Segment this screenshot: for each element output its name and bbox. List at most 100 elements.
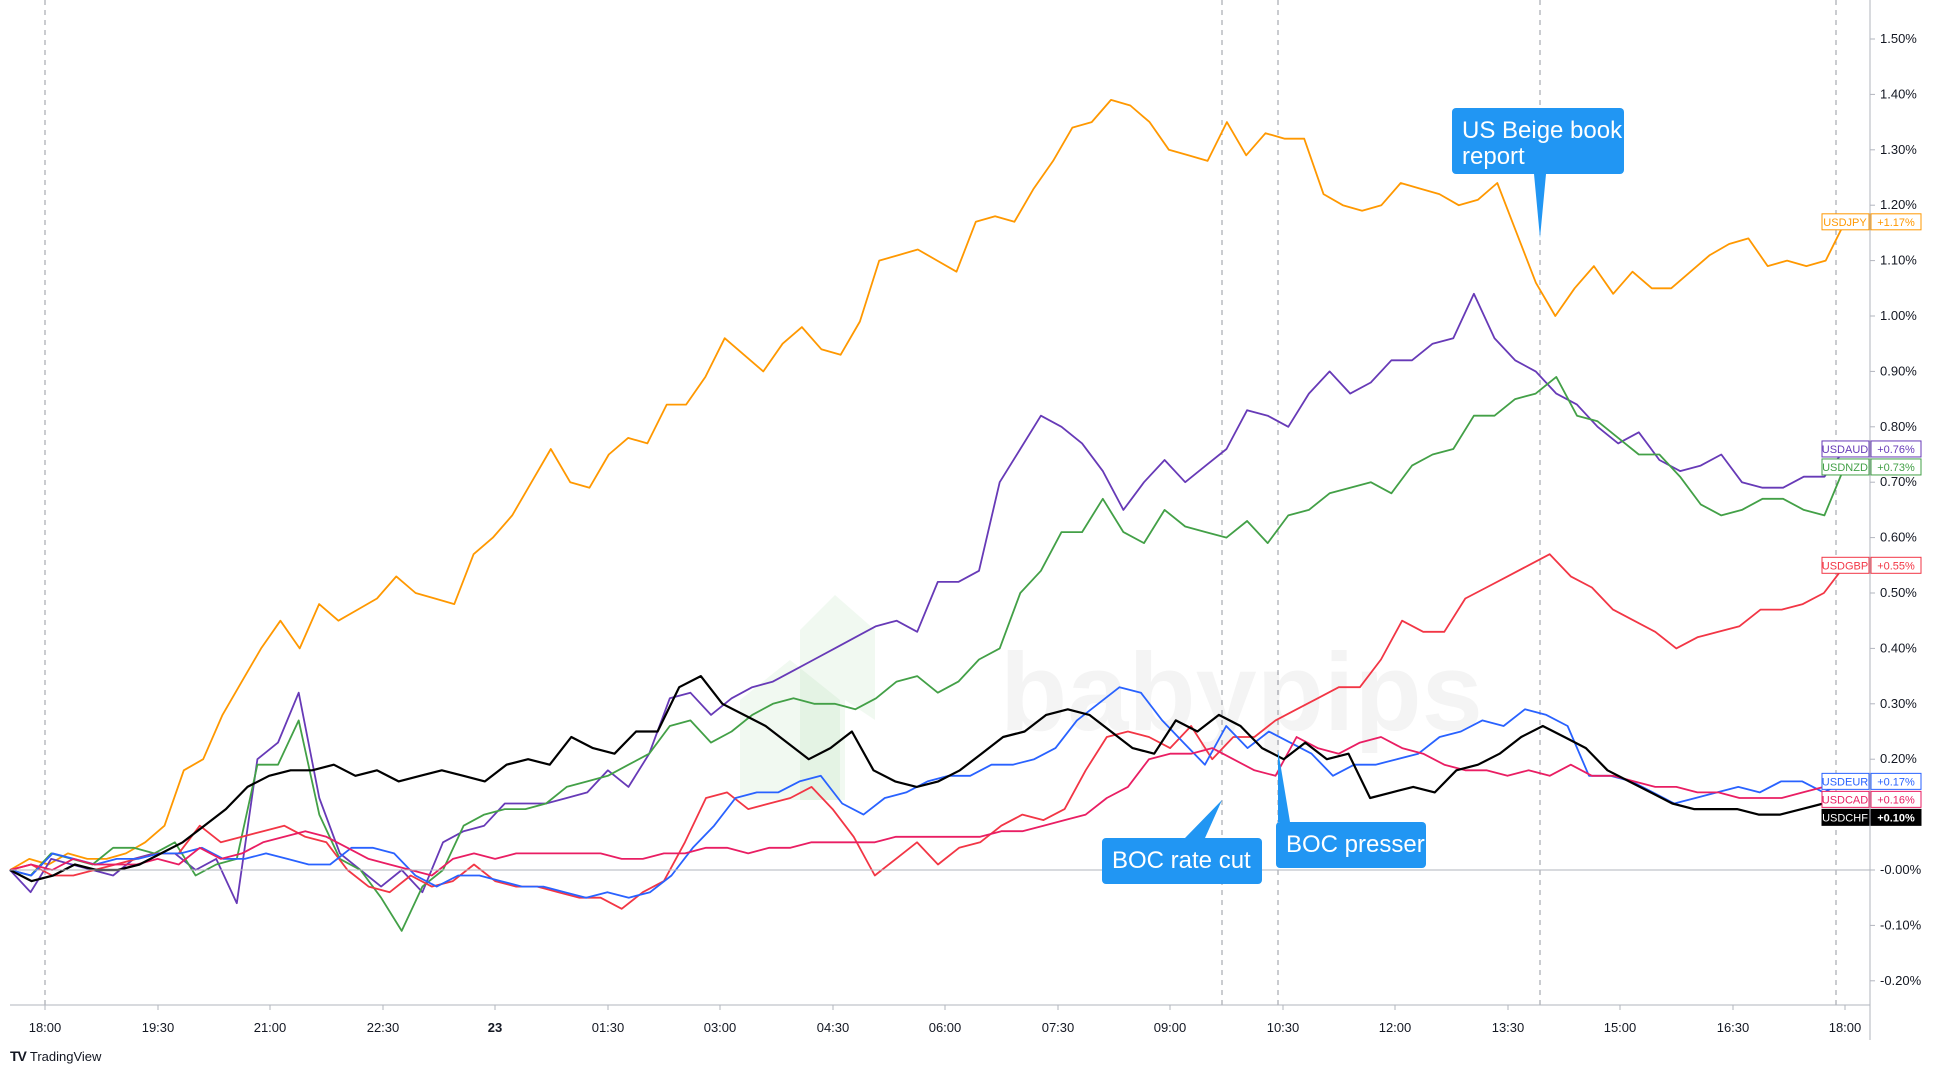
series-line-usdchf bbox=[9, 674, 1846, 883]
series-line-usdjpy bbox=[9, 99, 1846, 871]
x-tick-label: 18:00 bbox=[29, 1020, 62, 1035]
series-tag-name: USDAUD bbox=[1822, 444, 1869, 456]
y-tick-label: 1.00% bbox=[1880, 308, 1917, 323]
y-tick-label: -0.00% bbox=[1880, 862, 1922, 877]
y-tick-label: 0.20% bbox=[1880, 751, 1917, 766]
y-tick-label: 1.20% bbox=[1880, 197, 1917, 212]
tradingview-brand: TradingView bbox=[29, 1048, 102, 1064]
callout-box bbox=[1452, 108, 1624, 174]
x-tick-label: 12:00 bbox=[1379, 1020, 1412, 1035]
babypips-logo-icon bbox=[740, 660, 840, 800]
series-tag-usdgbp: USDGBP +0.55% bbox=[1821, 556, 1922, 574]
series-line-usdaud bbox=[9, 292, 1846, 905]
series-tag-usdnzd: USDNZD +0.73% bbox=[1821, 458, 1922, 476]
series-tag-name-box bbox=[1821, 772, 1870, 790]
series-tag-value: +0.16% bbox=[1877, 794, 1915, 806]
series-line-usdeur bbox=[9, 686, 1846, 899]
x-tick-label: 01:30 bbox=[592, 1020, 625, 1035]
x-tick-label: 18:00 bbox=[1829, 1020, 1862, 1035]
series-tag-name-box bbox=[1821, 556, 1870, 574]
series-tag-name: USDNZD bbox=[1822, 462, 1868, 474]
x-tick-label: 07:30 bbox=[1042, 1020, 1075, 1035]
series-tag-name-box bbox=[1821, 808, 1870, 826]
x-tick-label: 10:30 bbox=[1267, 1020, 1300, 1035]
series-tag-name-box bbox=[1821, 458, 1870, 476]
series-tag-usdjpy: USDJPY +1.17% bbox=[1821, 213, 1922, 231]
series-tag-value-box bbox=[1870, 556, 1922, 574]
series-tag-name: USDCAD bbox=[1822, 794, 1869, 806]
callout-2: BOC presser bbox=[1276, 750, 1426, 868]
tradingview-attribution[interactable]: TV TradingView bbox=[10, 1048, 101, 1064]
series-tag-value-box bbox=[1870, 458, 1922, 476]
x-tick-label: 15:00 bbox=[1604, 1020, 1637, 1035]
series-tag-value: +0.17% bbox=[1877, 776, 1915, 788]
series-line-usdnzd bbox=[9, 375, 1846, 932]
x-tick-label: 21:00 bbox=[254, 1020, 287, 1035]
y-tick-label: 0.60% bbox=[1880, 530, 1917, 545]
axes bbox=[10, 0, 1871, 1040]
callout-box bbox=[1276, 822, 1426, 868]
series-tag-value: +0.73% bbox=[1877, 462, 1915, 474]
y-tick-label: 0.50% bbox=[1880, 585, 1917, 600]
watermark-text: babypips bbox=[1000, 631, 1483, 754]
callout-text: US Beige book bbox=[1462, 117, 1623, 144]
x-tick-label: 16:30 bbox=[1717, 1020, 1750, 1035]
y-tick-label: 0.90% bbox=[1880, 363, 1917, 378]
y-tick-label: -0.20% bbox=[1880, 973, 1922, 988]
series-line-usdcad bbox=[9, 736, 1846, 877]
y-tick-label: 1.50% bbox=[1880, 31, 1917, 46]
series-tag-name: USDCHF bbox=[1822, 812, 1868, 824]
series-tag-value: +0.55% bbox=[1877, 560, 1915, 572]
y-tick-label: 1.40% bbox=[1880, 86, 1917, 101]
series-tag-name-box bbox=[1821, 790, 1870, 808]
series-tag-usdaud: USDAUD +0.76% bbox=[1821, 440, 1922, 458]
series-line-usdgbp bbox=[9, 553, 1846, 910]
x-tick-label: 19:30 bbox=[142, 1020, 175, 1035]
series-tag-name: USDJPY bbox=[1823, 217, 1867, 229]
x-axis-ticks: 18:00 19:30 21:00 22:30 23 01:30 03:00 04:30 06:… bbox=[29, 1005, 1862, 1035]
series-tag-name: USDGBP bbox=[1822, 560, 1868, 572]
series-tag-value-box bbox=[1870, 772, 1922, 790]
x-tick-label: 22:30 bbox=[367, 1020, 400, 1035]
callout-text: BOC presser bbox=[1286, 831, 1425, 858]
x-tick-label: 13:30 bbox=[1492, 1020, 1525, 1035]
y-tick-label: -0.10% bbox=[1880, 917, 1922, 932]
y-tick-label: 1.10% bbox=[1880, 253, 1917, 268]
series-tag-value: +0.10% bbox=[1877, 812, 1915, 824]
callout-pointer bbox=[1278, 750, 1290, 822]
series-tag-value-box bbox=[1870, 440, 1922, 458]
x-tick-label: 06:00 bbox=[929, 1020, 962, 1035]
callout-1: BOC rate cut bbox=[1102, 800, 1262, 884]
callout-box bbox=[1102, 838, 1262, 884]
series-tag-value: +0.76% bbox=[1877, 444, 1915, 456]
y-tick-label: 0.30% bbox=[1880, 696, 1917, 711]
x-tick-label: 04:30 bbox=[817, 1020, 850, 1035]
y-tick-label: 0.80% bbox=[1880, 419, 1917, 434]
callout-text: BOC rate cut bbox=[1112, 847, 1251, 874]
series-tag-value-box bbox=[1870, 213, 1922, 231]
callout-pointer bbox=[1185, 800, 1222, 838]
series-tag-value-box bbox=[1870, 790, 1922, 808]
series-tag-usdcad: USDCAD +0.16% bbox=[1821, 790, 1922, 808]
series-tag-name: USDEUR bbox=[1822, 776, 1869, 788]
series-lines bbox=[9, 99, 1846, 932]
y-tick-label: 0.70% bbox=[1880, 474, 1917, 489]
y-axis-ticks: 1.50% 1.40% 1.30% 1.20% 1.10% 1.00% 0.90% 0.80%… bbox=[1870, 31, 1922, 988]
x-tick-label: 23 bbox=[488, 1020, 502, 1035]
y-tick-label: 1.30% bbox=[1880, 142, 1917, 157]
x-tick-label: 03:00 bbox=[704, 1020, 737, 1035]
series-tag-name-box bbox=[1821, 440, 1870, 458]
watermark: babypips bbox=[740, 595, 1483, 800]
y-tick-label: 0.40% bbox=[1880, 640, 1917, 655]
series-tag-name-box bbox=[1821, 213, 1870, 231]
callout-pointer bbox=[1534, 174, 1546, 238]
series-tag-usdchf: USDCHF +0.10% bbox=[1821, 808, 1922, 826]
x-tick-label: 09:00 bbox=[1154, 1020, 1187, 1035]
series-tag-value: +1.17% bbox=[1877, 217, 1915, 229]
gridlines bbox=[44, 0, 1837, 1005]
tradingview-logo-icon: TV bbox=[10, 1048, 27, 1064]
babypips-logo-icon bbox=[800, 595, 875, 800]
